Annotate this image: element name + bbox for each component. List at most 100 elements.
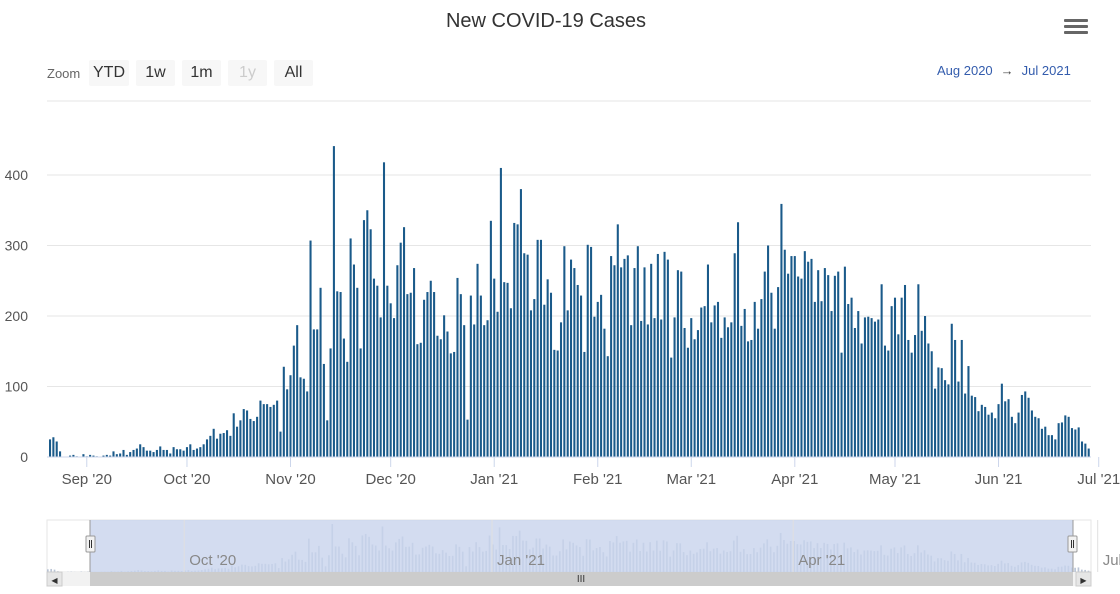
bar — [82, 454, 85, 457]
bar — [129, 452, 132, 457]
bar — [673, 317, 676, 457]
bar — [189, 444, 192, 457]
bar — [236, 426, 239, 458]
y-tick-label: 400 — [5, 167, 29, 183]
bar — [596, 301, 599, 457]
bar — [112, 451, 115, 457]
bar — [600, 294, 603, 457]
range-to[interactable]: Jul 2021 — [1021, 63, 1071, 78]
bar — [376, 285, 379, 457]
bar — [145, 450, 148, 457]
bar — [787, 273, 790, 457]
bar — [716, 301, 720, 457]
bar — [1064, 415, 1067, 457]
bar — [175, 449, 178, 457]
bar — [279, 431, 282, 457]
navigator-right-handle[interactable] — [1067, 535, 1078, 553]
y-tick-label: 0 — [20, 449, 28, 465]
zoom-1w-button[interactable]: 1w — [136, 60, 175, 86]
bar — [396, 265, 399, 457]
scroll-right-button[interactable] — [1075, 571, 1092, 587]
bar — [249, 418, 252, 457]
range-from[interactable]: Aug 2020 — [937, 63, 993, 78]
bar — [1020, 394, 1023, 457]
bar — [917, 284, 920, 457]
navigator-selected-range[interactable] — [90, 520, 1073, 572]
bar — [750, 339, 753, 457]
bar — [700, 307, 703, 457]
bar — [386, 285, 389, 457]
bar — [656, 253, 659, 457]
bar — [149, 450, 152, 457]
bar — [690, 318, 693, 457]
bar — [165, 449, 168, 457]
bar — [1084, 443, 1087, 457]
bar-series — [49, 146, 1090, 458]
bar — [49, 439, 52, 458]
bar — [957, 381, 960, 457]
bar — [997, 404, 1000, 458]
bar — [937, 367, 940, 457]
menu-hamburger-icon[interactable] — [1064, 16, 1088, 38]
bar — [753, 301, 756, 457]
x-tick-label: Jun '21 — [975, 471, 1023, 488]
bar — [282, 366, 285, 457]
bar — [336, 291, 339, 457]
bar — [519, 189, 522, 457]
bar — [306, 391, 309, 457]
bar — [860, 343, 863, 457]
bar — [1054, 439, 1057, 458]
navigator-tick-labels: Oct '20 Jan '21 Apr '21 Jul '2 — [183, 520, 1120, 572]
bar — [1074, 429, 1077, 457]
bar — [954, 339, 957, 457]
bar — [693, 339, 696, 457]
bar — [1014, 423, 1017, 457]
bar — [680, 271, 683, 457]
bar — [770, 292, 773, 457]
x-tick-label: Nov '20 — [265, 471, 315, 488]
bar — [720, 337, 723, 457]
bar — [463, 325, 466, 457]
bar — [239, 420, 242, 457]
bar — [777, 287, 780, 458]
navigator-tick-label: Oct '20 — [189, 552, 236, 569]
bar — [312, 329, 315, 457]
bar — [479, 295, 482, 457]
bar — [710, 322, 713, 458]
zoom-all-button[interactable]: All — [274, 60, 313, 86]
bar — [132, 449, 135, 457]
bar — [125, 454, 128, 457]
zoom-1y-button[interactable]: 1y — [228, 60, 267, 86]
bar — [155, 449, 158, 457]
bar — [606, 356, 609, 457]
bar — [887, 350, 890, 457]
scroll-left-button[interactable] — [46, 571, 63, 587]
bar — [663, 251, 666, 457]
bar — [964, 393, 967, 457]
bar — [736, 222, 740, 457]
x-tick-label: Jul '21 — [1077, 471, 1120, 488]
bar — [790, 256, 793, 457]
bar — [1060, 422, 1064, 457]
bar — [870, 318, 873, 457]
bar — [162, 449, 165, 457]
bar — [570, 259, 573, 457]
navigator-left-handle[interactable] — [85, 535, 96, 553]
bar — [59, 451, 62, 457]
scrollbar-thumb[interactable] — [90, 572, 1073, 586]
bar — [559, 322, 563, 458]
zoom-ytd-button[interactable]: YTD — [89, 60, 129, 86]
zoom-1m-button[interactable]: 1m — [182, 60, 221, 86]
scrollbar-grip-icon: III — [577, 574, 585, 585]
bar — [359, 348, 362, 457]
bar — [1050, 435, 1053, 457]
bar — [456, 277, 459, 457]
bar — [890, 306, 893, 457]
bar — [883, 345, 887, 457]
bar — [109, 455, 112, 457]
x-axis-labels: Sep '20 Oct '20 Nov '20 Dec '20 Jan '21 Feb '… — [62, 457, 1120, 488]
bar — [616, 224, 619, 457]
bar — [473, 324, 476, 457]
bar — [730, 322, 733, 458]
bar — [419, 342, 422, 457]
